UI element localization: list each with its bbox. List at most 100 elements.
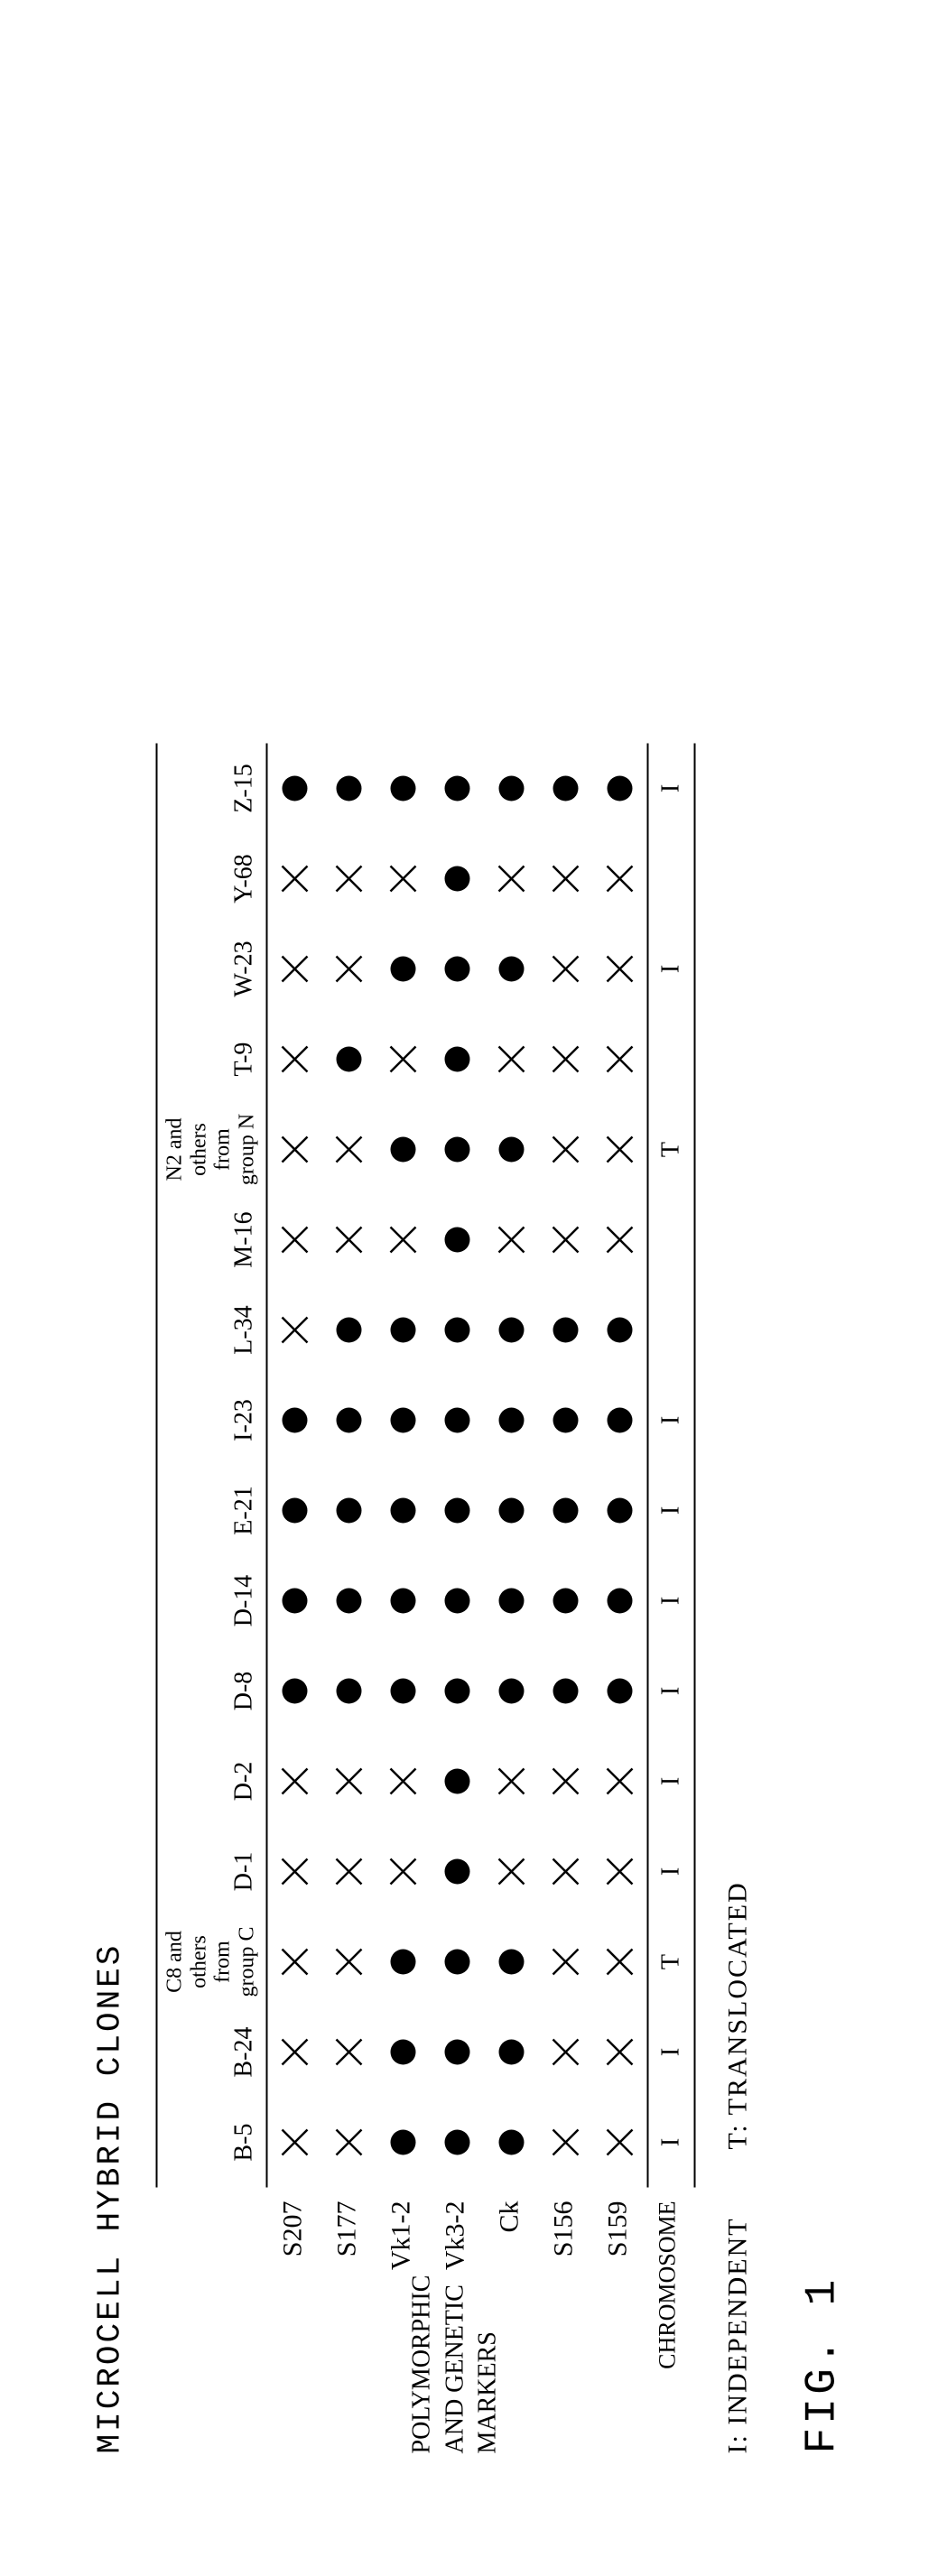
chromosome-cell: T <box>649 1105 694 1195</box>
absent-x-icon <box>268 1917 322 2007</box>
chromosome-cell: I <box>649 1376 694 1466</box>
legend-translocated: T: TRANSLOCATED <box>723 1881 753 2149</box>
clone-column-header: D-14 <box>230 1556 266 1646</box>
absent-x-icon <box>593 1737 647 1827</box>
present-dot-icon <box>376 924 431 1015</box>
present-dot-icon <box>376 1376 431 1466</box>
present-dot-icon <box>485 924 539 1015</box>
present-dot-icon <box>539 1285 593 1376</box>
present-dot-icon <box>322 1285 376 1376</box>
clone-column-header: C8 andothersfromgroup C <box>163 1917 266 2007</box>
marker-names-column: S207S177Vk1-2Vk3-2CkS156S159 <box>266 2188 645 2274</box>
absent-x-icon <box>376 1195 431 1285</box>
present-dot-icon <box>431 1195 485 1285</box>
present-dot-icon <box>485 1466 539 1556</box>
table-area: POLYMORPHIC AND GENETIC MARKERS S207S177… <box>156 744 696 2454</box>
present-dot-icon <box>485 2098 539 2188</box>
present-dot-icon <box>376 1556 431 1646</box>
chromosome-cell: I <box>649 1737 694 1827</box>
marker-label: S159 <box>591 2188 645 2274</box>
absent-x-icon <box>322 1195 376 1285</box>
absent-x-icon <box>539 1737 593 1827</box>
present-dot-icon <box>431 1737 485 1827</box>
present-dot-icon <box>376 1917 431 2007</box>
present-dot-icon <box>431 1466 485 1556</box>
absent-x-icon <box>485 1737 539 1827</box>
absent-x-icon <box>593 1827 647 1917</box>
present-dot-icon <box>268 1376 322 1466</box>
chromosome-cell: I <box>649 2098 694 2188</box>
present-dot-icon <box>539 1646 593 1737</box>
chromosome-row-label: CHROMOSOME <box>645 2188 691 2454</box>
present-dot-icon <box>593 1376 647 1466</box>
present-dot-icon <box>376 1466 431 1556</box>
marker-label: Vk3-2 <box>429 2188 483 2274</box>
absent-x-icon <box>593 1015 647 1105</box>
figure-container: MICROCELL HYBRID CLONES POLYMORPHIC AND … <box>92 0 848 2454</box>
absent-x-icon <box>268 834 322 924</box>
markers-group-label: POLYMORPHIC AND GENETIC MARKERS <box>406 2274 505 2454</box>
stacked-header: N2 andothersfromgroup N <box>163 1105 259 1195</box>
absent-x-icon <box>485 1827 539 1917</box>
present-dot-icon <box>593 744 647 834</box>
present-dot-icon <box>485 1646 539 1737</box>
absent-x-icon <box>593 2098 647 2188</box>
marker-row <box>268 744 322 2188</box>
chromosome-cell: I <box>649 1646 694 1737</box>
present-dot-icon <box>485 744 539 834</box>
absent-x-icon <box>539 1827 593 1917</box>
present-dot-icon <box>431 1105 485 1195</box>
clone-column-header: I-23 <box>230 1376 266 1466</box>
chromosome-cell: I <box>649 1466 694 1556</box>
chromosome-cell <box>649 1195 694 1285</box>
chromosome-cell: T <box>649 1917 694 2007</box>
present-dot-icon <box>376 1105 431 1195</box>
absent-x-icon <box>539 1105 593 1195</box>
present-dot-icon <box>539 1556 593 1646</box>
absent-x-icon <box>593 1105 647 1195</box>
present-dot-icon <box>322 1466 376 1556</box>
absent-x-icon <box>593 924 647 1015</box>
row-header-block: POLYMORPHIC AND GENETIC MARKERS S207S177… <box>156 2188 691 2454</box>
data-grid: B-5B-24C8 andothersfromgroup CD-1D-2D-8D… <box>156 744 696 2188</box>
clone-column-header: T-9 <box>230 1015 266 1105</box>
clone-column-header: B-5 <box>230 2098 266 2188</box>
present-dot-icon <box>485 1917 539 2007</box>
present-dot-icon <box>431 1556 485 1646</box>
clone-column-header: L-34 <box>230 1285 266 1376</box>
absent-x-icon <box>485 1015 539 1105</box>
clone-column-header: D-2 <box>230 1737 266 1827</box>
present-dot-icon <box>322 1646 376 1737</box>
clone-column-header: Y-68 <box>230 834 266 924</box>
present-dot-icon <box>268 1646 322 1737</box>
figure-number: FIG. 1 <box>799 2276 848 2454</box>
legend-independent: I: INDEPENDENT <box>723 2218 753 2454</box>
absent-x-icon <box>539 1917 593 2007</box>
chromosome-cell <box>649 1285 694 1376</box>
figure-title: MICROCELL HYBRID CLONES <box>92 1943 129 2454</box>
marker-row <box>322 744 376 2188</box>
marker-label: S156 <box>537 2188 591 2274</box>
marker-row <box>431 744 485 2188</box>
marker-row <box>376 744 431 2188</box>
absent-x-icon <box>539 924 593 1015</box>
absent-x-icon <box>539 2098 593 2188</box>
absent-x-icon <box>268 924 322 1015</box>
chromosome-cell: I <box>649 1556 694 1646</box>
present-dot-icon <box>268 744 322 834</box>
absent-x-icon <box>593 1917 647 2007</box>
absent-x-icon <box>593 2007 647 2098</box>
marker-label: Ck <box>483 2188 537 2274</box>
absent-x-icon <box>322 1737 376 1827</box>
absent-x-icon <box>322 1917 376 2007</box>
legend: I: INDEPENDENT T: TRANSLOCATED <box>723 1881 754 2453</box>
present-dot-icon <box>485 2007 539 2098</box>
absent-x-icon <box>268 1105 322 1195</box>
chromosome-cell: I <box>649 2007 694 2098</box>
absent-x-icon <box>268 1285 322 1376</box>
present-dot-icon <box>431 1015 485 1105</box>
absent-x-icon <box>376 1827 431 1917</box>
absent-x-icon <box>376 834 431 924</box>
present-dot-icon <box>431 744 485 834</box>
clone-column-header: Z-15 <box>230 744 266 834</box>
